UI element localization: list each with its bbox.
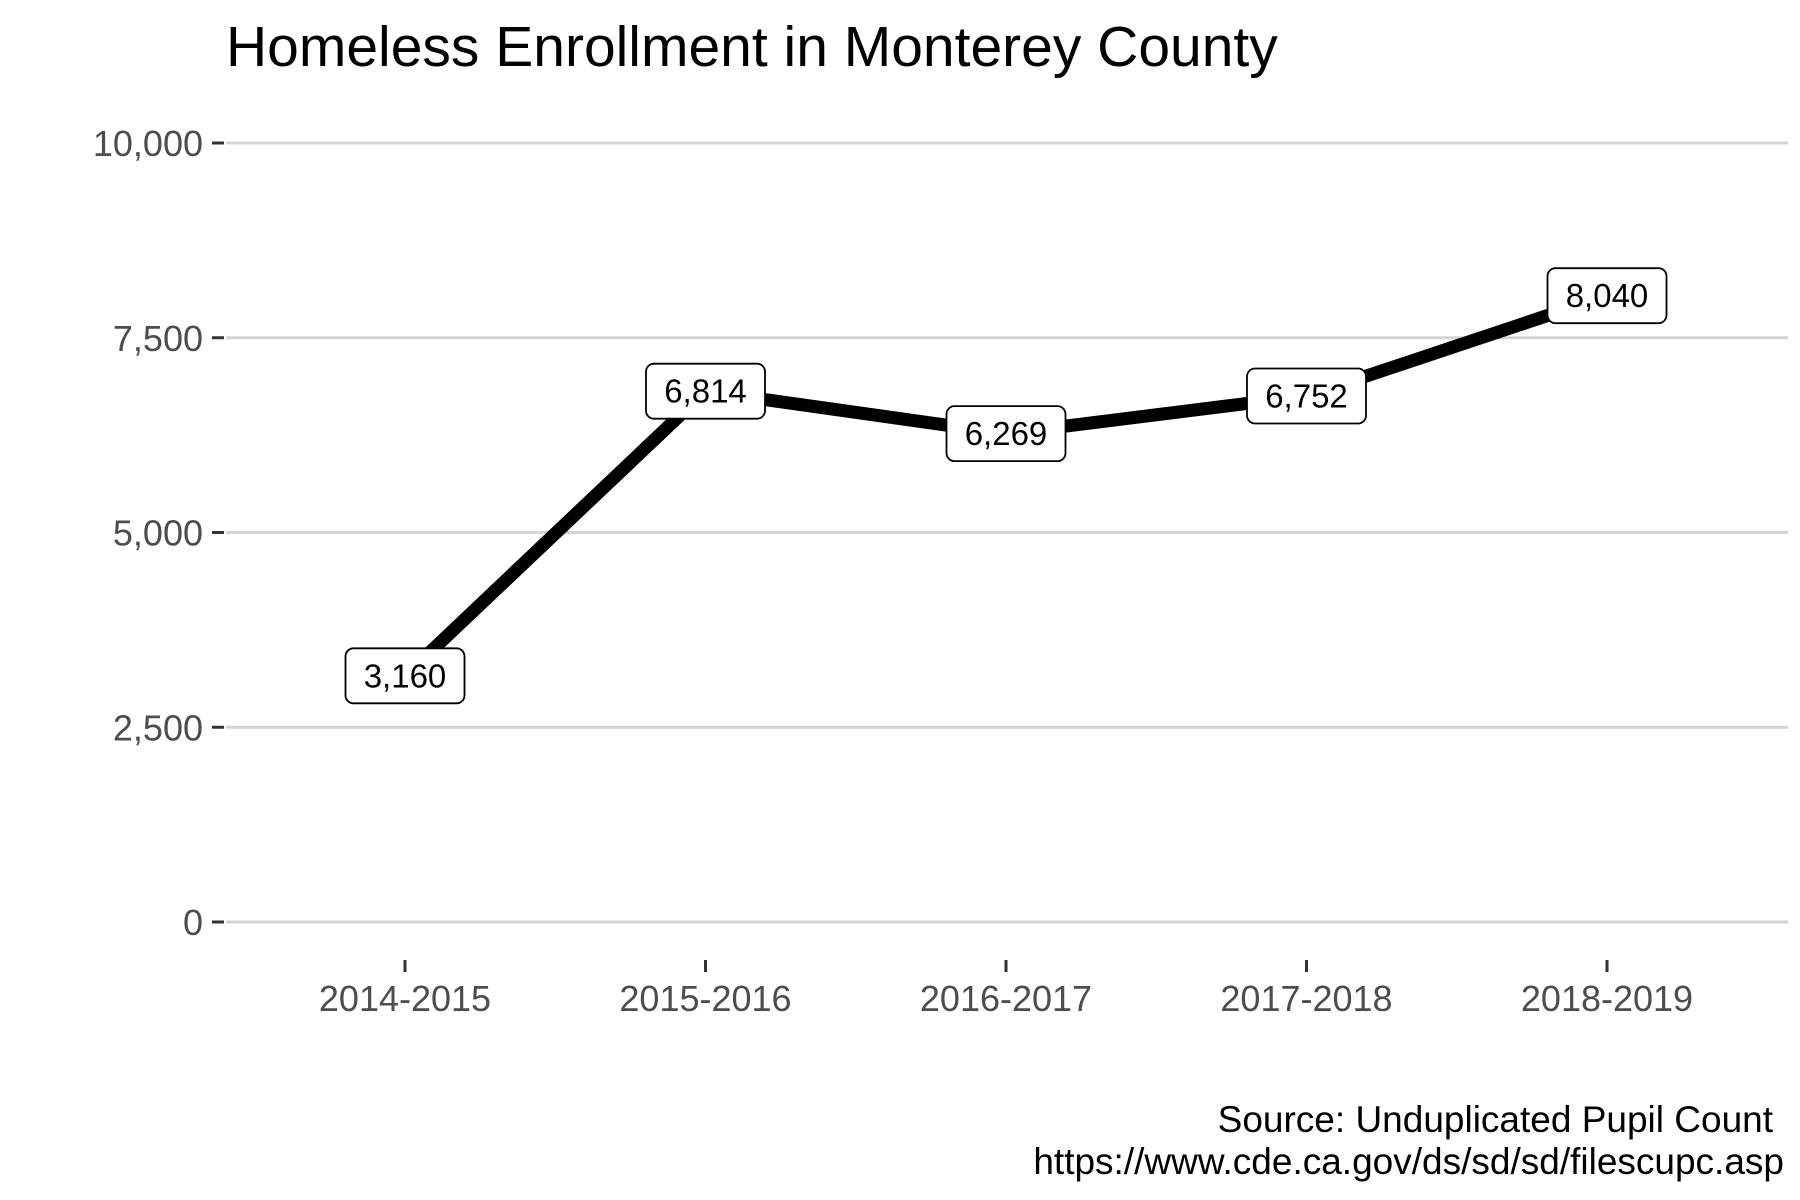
data-label-box [1246,367,1367,425]
data-label: 6,269 [945,405,1067,463]
data-label-box [945,405,1067,463]
x-tick-label: 2014-2015 [319,978,491,1019]
data-label: 3,160 [344,647,466,705]
x-tick-label: 2016-2017 [920,978,1092,1019]
data-label-text: 3,160 [364,657,447,694]
chart-title: Homeless Enrollment in Monterey County [226,15,1278,79]
caption-url: https://www.cde.ca.gov/ds/sd/sd/filescup… [1033,1141,1784,1182]
data-label-box [645,362,766,420]
x-tick-label: 2015-2016 [619,978,791,1019]
y-tick-label: 0 [183,902,203,943]
x-axis: 2014-2015 2015-2016 2016-2017 2017-2018 2018… [319,960,1693,1019]
data-label: 6,814 [645,362,766,420]
data-label-text: 8,040 [1566,277,1649,314]
y-tick-label: 2,500 [113,707,203,748]
y-tick-label: 7,500 [113,318,203,359]
series-line [400,289,1610,681]
data-label-box [1546,267,1668,325]
y-tick-label: 10,000 [93,123,203,164]
x-tick-label: 2017-2018 [1220,978,1392,1019]
y-tick-label: 5,000 [113,513,203,554]
series-layer [398,289,1614,683]
data-label-box [344,647,466,705]
gridlines [226,141,1788,924]
data-label: 8,040 [1546,267,1668,325]
y-axis: 0 2,500 5,000 7,500 10,000 [93,123,224,943]
data-labels: 3,160 6,814 6,269 6,752 8,040 [344,267,1668,705]
x-tick-label: 2018-2019 [1521,978,1693,1019]
data-label-text: 6,814 [664,373,747,410]
data-label-text: 6,269 [965,415,1048,452]
caption-source: Source: Unduplicated Pupil Count [1218,1099,1774,1140]
data-label-text: 6,752 [1265,378,1348,415]
data-label: 6,752 [1246,367,1367,425]
